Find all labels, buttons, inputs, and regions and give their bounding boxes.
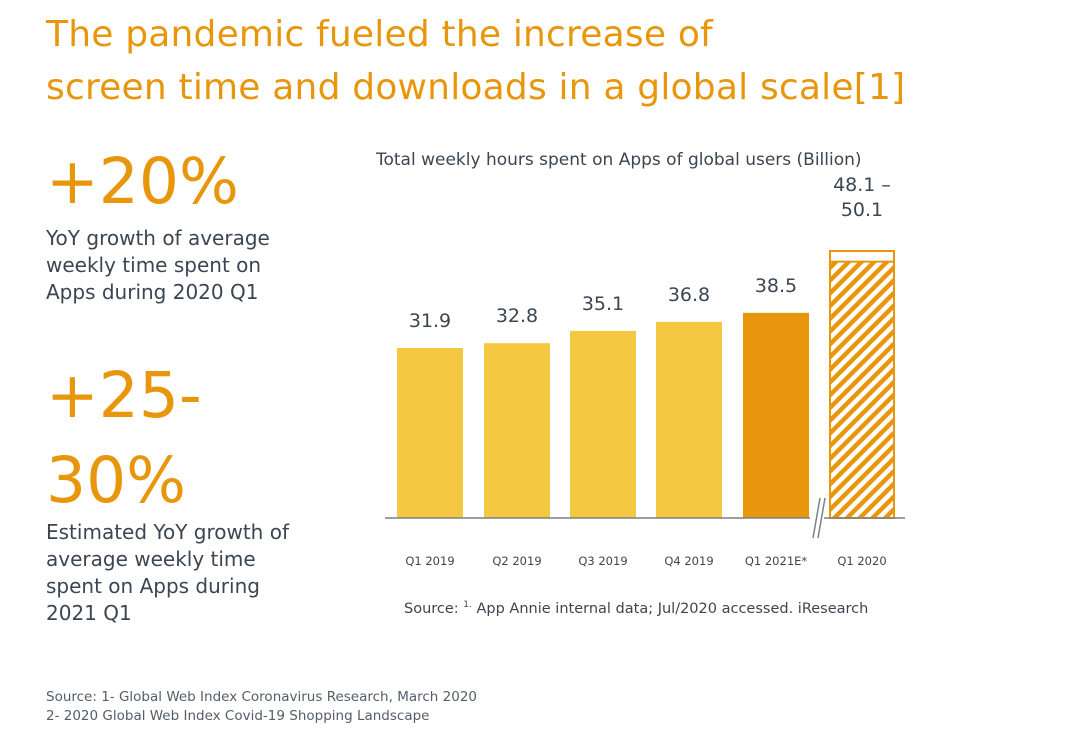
bar-2 xyxy=(570,330,636,518)
page-title-line-2: screen time and downloads in a global sc… xyxy=(46,67,906,108)
footer-source-1: Source: 1- Global Web Index Coronavirus … xyxy=(46,689,477,705)
bar-0-value-label: 31.9 xyxy=(409,310,451,332)
bar-3 xyxy=(656,321,722,518)
x-tick-label-0: Q1 2019 xyxy=(405,554,454,568)
chart-title: Total weekly hours spent on Apps of glob… xyxy=(376,150,862,170)
chart-source-sup: 1. xyxy=(463,600,472,610)
bar-5 xyxy=(829,260,895,519)
x-tick-label-3: Q4 2019 xyxy=(664,554,713,568)
bar-0 xyxy=(397,347,463,518)
x-tick-label-1: Q2 2019 xyxy=(492,554,541,568)
bar-5-value-label-0: 48.1 – xyxy=(833,174,891,196)
chart-source: Source: 1. App Annie internal data; Jul/… xyxy=(404,600,868,617)
page-title-line-1: The pandemic fueled the increase of xyxy=(46,14,713,55)
x-tick-label-2: Q3 2019 xyxy=(578,554,627,568)
chart-source-prefix: Source: xyxy=(404,600,464,617)
footer-source-2: 2- 2020 Global Web Index Covid-19 Shoppi… xyxy=(46,708,430,724)
bar-5-value-label-1: 50.1 xyxy=(841,199,883,221)
chart-source-text: App Annie internal data; Jul/2020 access… xyxy=(471,600,869,617)
x-tick-label-5: Q1 2020 xyxy=(837,554,886,568)
bar-2-value-label: 35.1 xyxy=(582,293,624,315)
page-title: The pandemic fueled the increase of scre… xyxy=(46,8,905,114)
bar-4 xyxy=(743,312,809,518)
stat-2020-description: YoY growth of average weekly time spent … xyxy=(46,226,270,304)
stat-2020-value: +20% xyxy=(46,145,239,218)
bar-4-value-label: 38.5 xyxy=(755,275,797,297)
bar-1-value-label: 32.8 xyxy=(496,305,538,327)
stat-2021-description: Estimated YoY growth of average weekly t… xyxy=(46,520,289,625)
stat-2021-value-line-1: +25- xyxy=(46,359,202,432)
bar-3-value-label: 36.8 xyxy=(668,284,710,306)
bar-1 xyxy=(484,343,550,518)
stat-2021-value-line-2: 30% xyxy=(46,444,187,517)
x-tick-label-4: Q1 2021E* xyxy=(745,554,808,568)
axis-break-mark xyxy=(810,497,826,539)
footer-sources: Source: 1- Global Web Index Coronavirus … xyxy=(46,688,477,726)
